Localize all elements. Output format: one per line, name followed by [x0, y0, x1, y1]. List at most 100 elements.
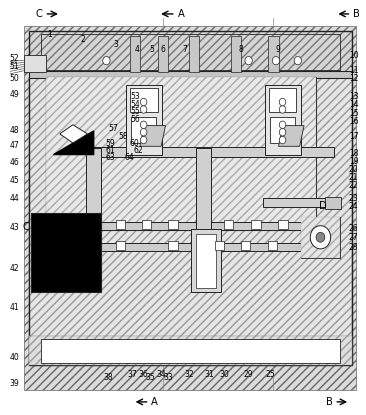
Circle shape: [279, 121, 286, 129]
Text: C: C: [35, 9, 42, 19]
Bar: [269, 88, 296, 112]
Text: 36: 36: [138, 370, 148, 378]
Text: 25: 25: [266, 370, 275, 378]
Text: B: B: [353, 9, 360, 19]
Text: 63: 63: [105, 154, 115, 162]
Bar: [130, 88, 158, 112]
Text: 39: 39: [10, 379, 19, 388]
Text: 15: 15: [349, 109, 358, 118]
Bar: [231, 36, 241, 72]
Bar: [29, 31, 352, 72]
Bar: [268, 36, 279, 72]
Text: 64: 64: [124, 154, 134, 162]
Text: 7: 7: [182, 45, 187, 54]
Text: 38: 38: [104, 374, 113, 382]
Text: 18: 18: [349, 149, 358, 158]
Bar: [46, 222, 316, 230]
Text: 49: 49: [10, 90, 19, 100]
Bar: [116, 220, 125, 229]
Text: 19: 19: [349, 157, 358, 166]
Text: 57: 57: [109, 124, 119, 133]
Text: 10: 10: [349, 51, 358, 60]
Bar: [29, 71, 352, 78]
Text: 12: 12: [349, 74, 358, 83]
Bar: [29, 77, 352, 366]
Text: 35: 35: [145, 374, 155, 382]
Text: 45: 45: [10, 176, 19, 185]
Circle shape: [140, 98, 147, 106]
Text: 27: 27: [349, 233, 358, 242]
Bar: [302, 217, 340, 258]
Circle shape: [310, 226, 330, 249]
Text: C: C: [22, 222, 29, 232]
Bar: [130, 36, 140, 72]
Bar: [31, 213, 101, 292]
Text: 54: 54: [130, 100, 140, 109]
Text: 50: 50: [10, 74, 19, 83]
Circle shape: [272, 56, 280, 65]
Bar: [86, 147, 101, 250]
Text: 9: 9: [275, 45, 280, 54]
Text: 47: 47: [10, 141, 19, 150]
Text: 41: 41: [10, 303, 19, 312]
Bar: [116, 241, 125, 250]
Bar: [90, 147, 334, 157]
Polygon shape: [279, 126, 304, 146]
Text: 62: 62: [134, 146, 143, 155]
Bar: [29, 31, 352, 72]
Bar: [265, 85, 301, 154]
Circle shape: [103, 56, 110, 65]
Circle shape: [279, 137, 286, 144]
Bar: [191, 229, 221, 292]
Polygon shape: [60, 125, 87, 143]
Text: 34: 34: [156, 370, 166, 378]
Bar: [29, 336, 352, 366]
Bar: [46, 77, 316, 230]
Bar: [41, 339, 340, 364]
Text: B: B: [326, 397, 332, 407]
Bar: [278, 220, 288, 229]
Polygon shape: [53, 131, 94, 154]
Bar: [29, 77, 352, 366]
Text: 20: 20: [349, 165, 358, 174]
Text: 32: 32: [185, 370, 194, 378]
Bar: [142, 220, 151, 229]
Text: 42: 42: [10, 264, 19, 273]
Bar: [25, 55, 46, 72]
Text: 37: 37: [127, 370, 137, 378]
Text: 2: 2: [81, 35, 85, 44]
Text: 21: 21: [349, 173, 358, 182]
Text: 53: 53: [130, 92, 140, 101]
Text: 24: 24: [349, 202, 358, 211]
Text: 6: 6: [161, 45, 165, 54]
Text: 28: 28: [349, 243, 358, 252]
Bar: [168, 241, 178, 250]
Text: 33: 33: [164, 374, 173, 382]
Text: 1: 1: [48, 30, 52, 39]
Bar: [263, 198, 340, 208]
Text: 44: 44: [10, 194, 19, 203]
Text: 4: 4: [135, 45, 140, 54]
Text: A: A: [151, 397, 158, 407]
Text: 13: 13: [349, 92, 358, 101]
Bar: [46, 244, 316, 251]
Bar: [302, 217, 340, 258]
Text: 48: 48: [10, 127, 19, 135]
Bar: [251, 220, 261, 229]
Text: 56: 56: [130, 115, 140, 124]
Text: 3: 3: [113, 40, 118, 49]
Circle shape: [294, 56, 302, 65]
Bar: [29, 336, 352, 366]
Circle shape: [245, 56, 252, 65]
Bar: [224, 220, 233, 229]
Text: 43: 43: [10, 223, 19, 232]
Text: 60: 60: [130, 139, 140, 148]
Text: 11: 11: [349, 66, 358, 75]
Text: 8: 8: [239, 45, 244, 54]
Text: 23: 23: [349, 194, 358, 203]
Text: 58: 58: [118, 132, 128, 141]
Circle shape: [140, 121, 147, 129]
Circle shape: [279, 106, 286, 113]
Bar: [325, 197, 340, 209]
Bar: [241, 241, 250, 250]
